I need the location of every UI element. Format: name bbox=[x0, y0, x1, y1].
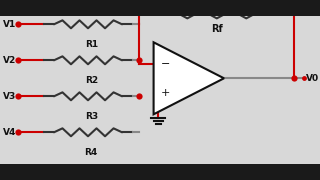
Text: V1: V1 bbox=[3, 20, 16, 29]
Bar bbox=[0, 16, 320, 164]
Text: V3: V3 bbox=[3, 92, 16, 101]
Text: R1: R1 bbox=[84, 40, 98, 49]
Bar bbox=[0, 0, 320, 16]
Bar bbox=[0, 164, 320, 180]
Text: R4: R4 bbox=[84, 148, 98, 157]
Text: Rf: Rf bbox=[211, 24, 223, 34]
Text: +: + bbox=[161, 88, 170, 98]
Text: V4: V4 bbox=[3, 128, 16, 137]
Text: R2: R2 bbox=[84, 76, 98, 85]
Text: −: − bbox=[161, 59, 170, 69]
Text: V2: V2 bbox=[3, 56, 16, 65]
Text: R3: R3 bbox=[84, 112, 98, 121]
Text: V0: V0 bbox=[306, 74, 319, 83]
Polygon shape bbox=[154, 42, 224, 114]
